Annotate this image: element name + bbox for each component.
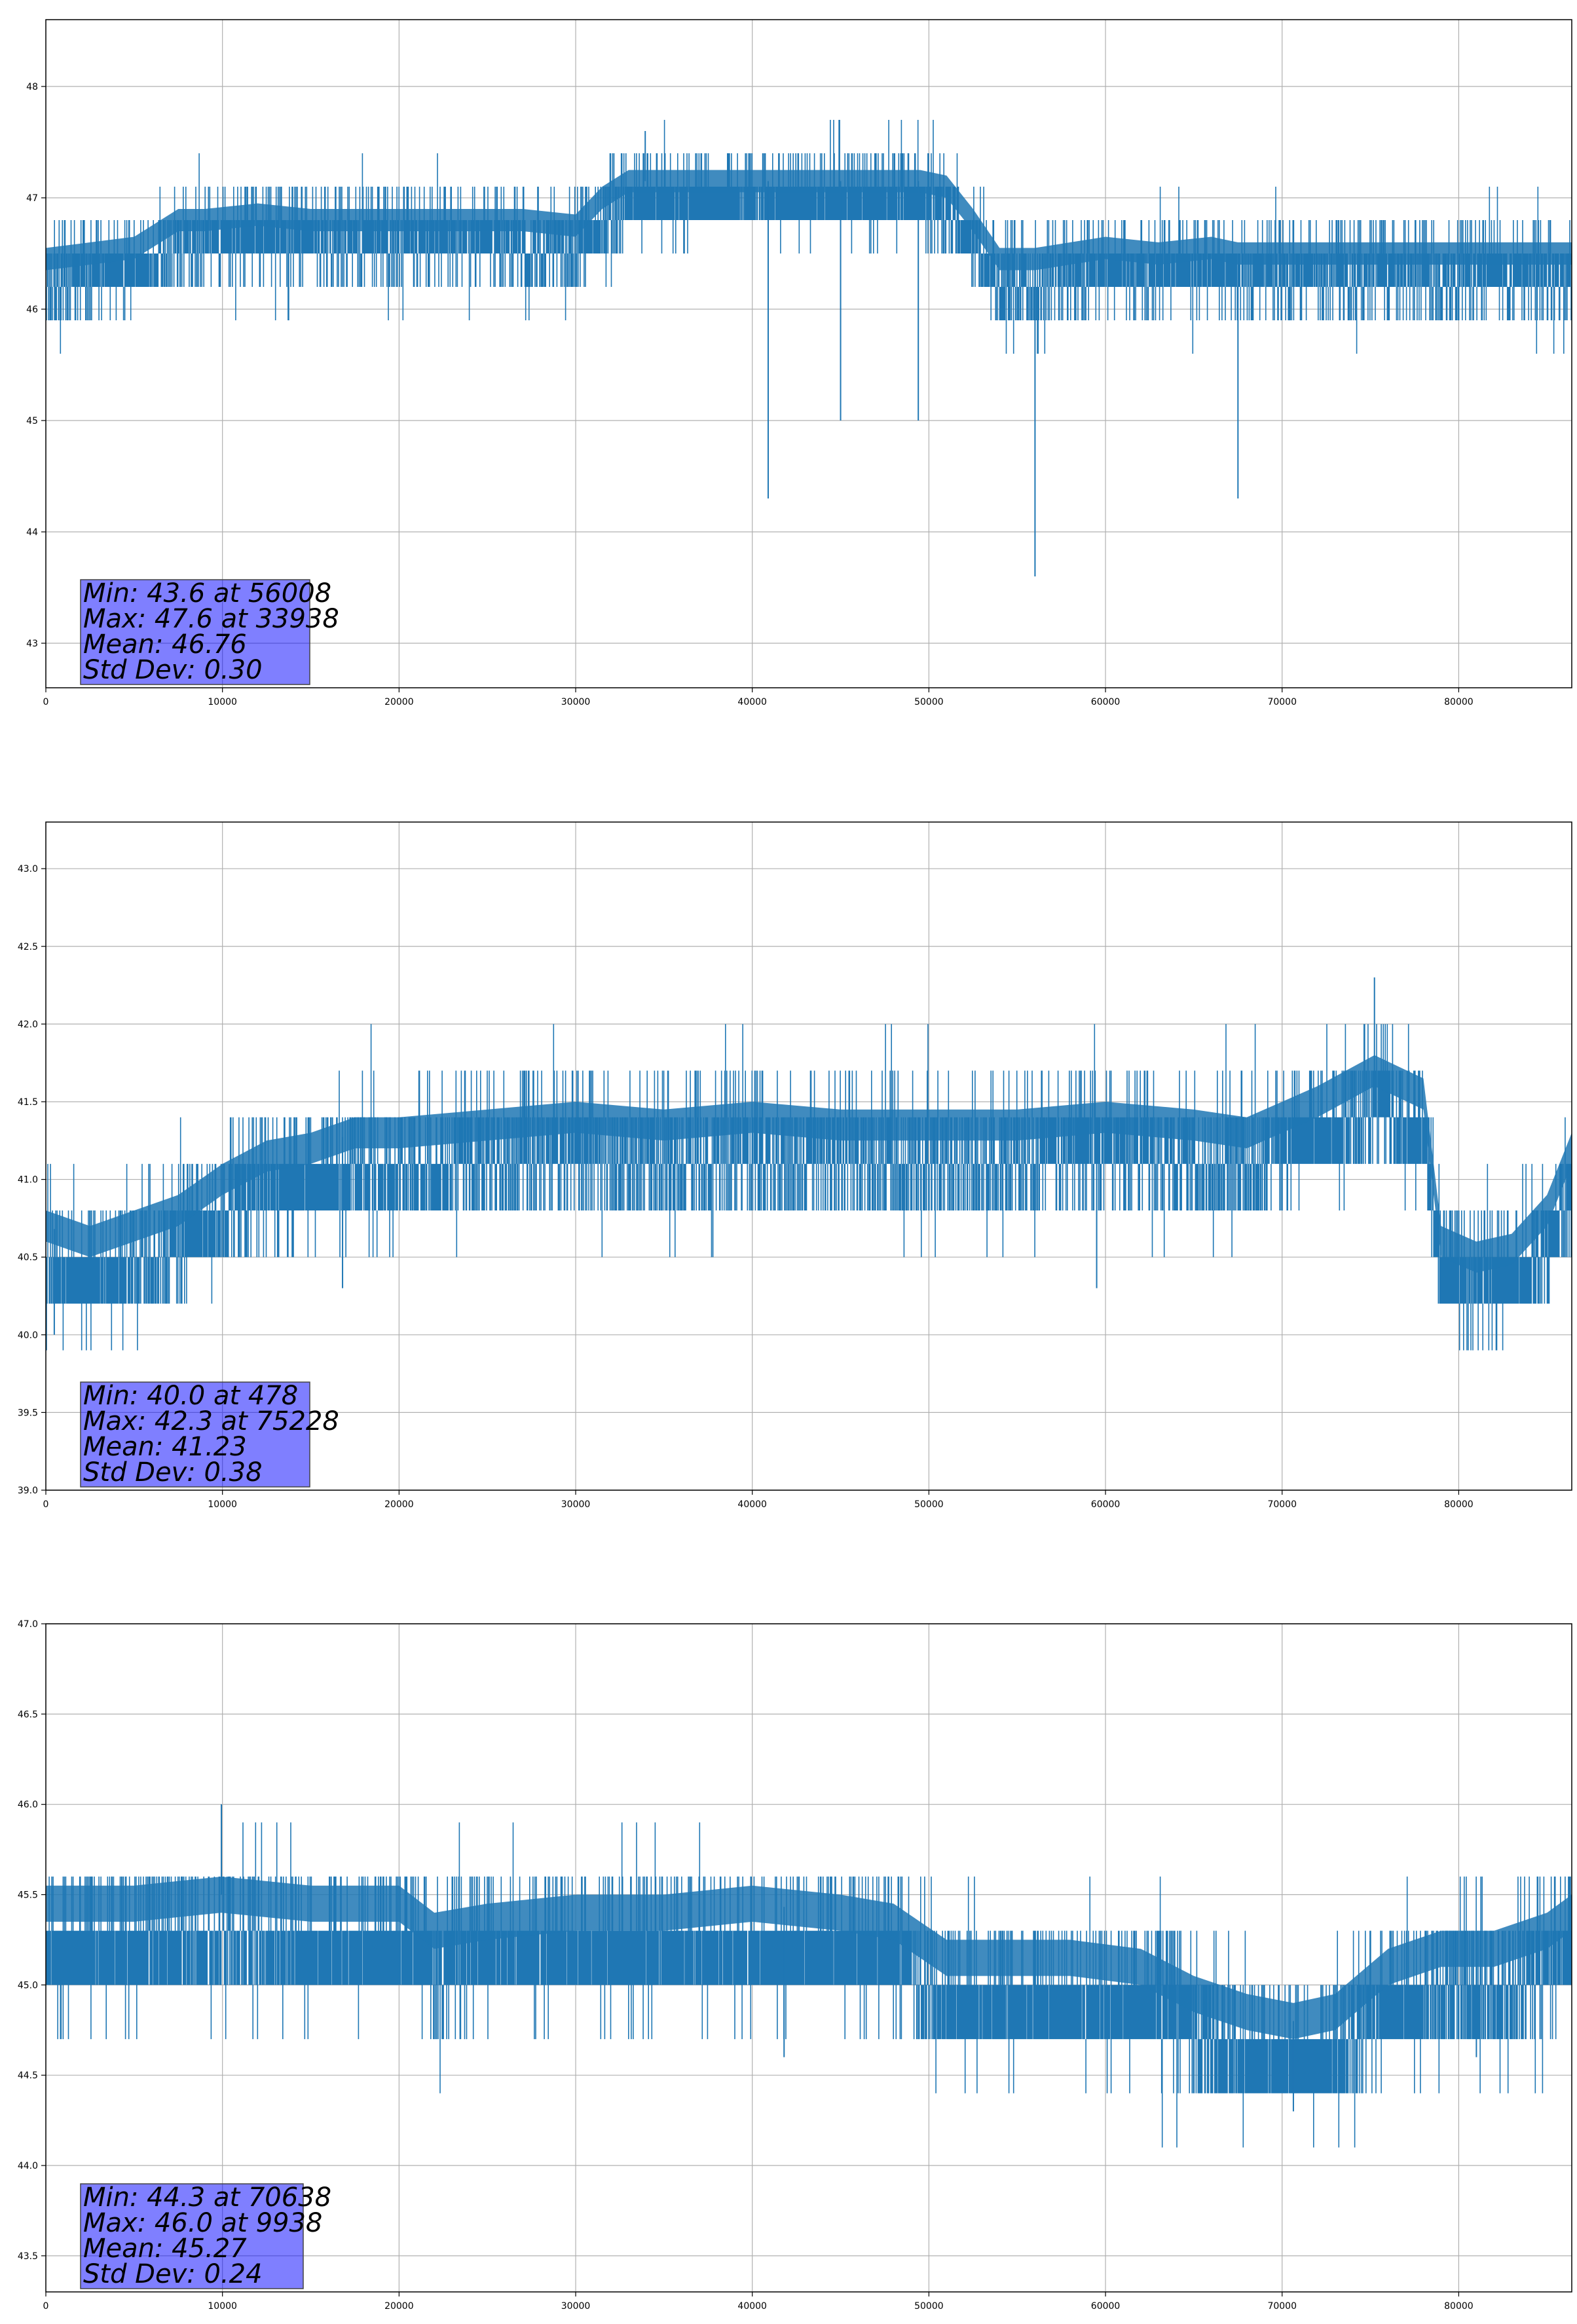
y-tick-label: 41.0 — [18, 1175, 38, 1186]
stats-line: Mean: 45.27 — [83, 2234, 247, 2264]
y-tick-label: 42.0 — [18, 1019, 38, 1030]
series-core — [46, 170, 1572, 271]
x-tick-label: 80000 — [1444, 2301, 1474, 2312]
x-tick-label: 70000 — [1267, 697, 1297, 707]
plot-frame — [45, 1623, 1572, 2293]
y-tick-label: 44.5 — [18, 2071, 38, 2081]
x-tick-label: 20000 — [384, 2301, 414, 2312]
stats-box — [80, 1381, 310, 1488]
stats-line: Mean: 46.76 — [83, 629, 247, 660]
x-tick-label: 50000 — [914, 1499, 944, 1510]
stats-line: Std Dev: 0.24 — [83, 2259, 263, 2289]
series-core — [46, 1876, 1572, 2040]
x-tick-label: 0 — [43, 697, 49, 707]
y-tick-label: 39.0 — [18, 1486, 38, 1496]
x-tick-label: 70000 — [1267, 1499, 1297, 1510]
stats-box — [80, 2183, 304, 2289]
series-band — [46, 1822, 1572, 2148]
x-tick-label: 40000 — [737, 697, 767, 707]
stats-line: Mean: 41.23 — [83, 1432, 247, 1462]
x-tick-label: 60000 — [1091, 697, 1121, 707]
y-tick-label: 44 — [26, 527, 38, 538]
y-tick-label: 43.0 — [18, 864, 38, 874]
y-tick-label: 45 — [26, 416, 38, 426]
x-tick-label: 0 — [43, 1499, 49, 1510]
stats-line: Std Dev: 0.30 — [83, 655, 263, 685]
stats-line: Min: 44.3 at 70638 — [83, 2183, 331, 2213]
x-tick-label: 50000 — [914, 2301, 944, 2312]
y-tick-label: 40.5 — [18, 1252, 38, 1263]
y-tick-label: 39.5 — [18, 1408, 38, 1418]
series-band — [46, 120, 1572, 354]
x-tick-label: 10000 — [208, 697, 237, 707]
x-tick-label: 30000 — [561, 1499, 591, 1510]
y-tick-label: 44.0 — [18, 2161, 38, 2171]
x-tick-label: 0 — [43, 2301, 49, 2312]
y-tick-label: 41.5 — [18, 1097, 38, 1108]
y-tick-label: 47 — [26, 193, 38, 204]
x-tick-label: 60000 — [1091, 2301, 1121, 2312]
chart-panel-kansas-city: 0 10000 20000 30000 40000 50000 60000 70000 8000… — [26, 19, 1572, 707]
chart-panel-boston: 0 10000 20000 30000 40000 50000 60000 70000 8000… — [18, 1619, 1572, 2312]
x-tick-label: 80000 — [1444, 1499, 1474, 1510]
y-tick-label: 47.0 — [18, 1619, 38, 1630]
y-tick-label: 45.0 — [18, 1980, 38, 1991]
stats-line: Std Dev: 0.38 — [83, 1457, 263, 1488]
series-core — [46, 1055, 1572, 1273]
series-line — [46, 120, 1572, 576]
y-tick-label: 42.5 — [18, 942, 38, 952]
x-tick-label: 50000 — [914, 697, 944, 707]
stats-line: Min: 43.6 at 56008 — [83, 578, 331, 609]
x-tick-label: 70000 — [1267, 2301, 1297, 2312]
series-line — [46, 1804, 1572, 2148]
x-tick-label: 10000 — [208, 1499, 237, 1510]
stats-box — [80, 579, 310, 685]
stats-line: Max: 46.0 at 9938 — [83, 2208, 322, 2238]
x-tick-label: 80000 — [1444, 697, 1474, 707]
x-tick-label: 30000 — [561, 697, 591, 707]
stats-line: Max: 42.3 at 75228 — [83, 1406, 339, 1436]
y-tick-label: 45.5 — [18, 1890, 38, 1901]
x-tick-label: 20000 — [384, 697, 414, 707]
y-tick-label: 40.0 — [18, 1330, 38, 1341]
y-tick-label: 46.0 — [18, 1800, 38, 1810]
y-tick-label: 46 — [26, 305, 38, 315]
y-tick-label: 43.5 — [18, 2251, 38, 2262]
x-tick-label: 10000 — [208, 2301, 237, 2312]
y-tick-label: 43 — [26, 639, 38, 649]
plot-frame — [45, 19, 1572, 688]
x-tick-label: 40000 — [737, 1499, 767, 1510]
y-tick-label: 46.5 — [18, 1710, 38, 1720]
x-tick-label: 40000 — [737, 2301, 767, 2312]
stats-line: Min: 40.0 at 478 — [83, 1381, 298, 1411]
x-tick-label: 30000 — [561, 2301, 591, 2312]
y-tick-label: 48 — [26, 82, 38, 92]
x-tick-label: 20000 — [384, 1499, 414, 1510]
plot-frame — [45, 821, 1572, 1491]
series-line — [46, 977, 1572, 1351]
x-tick-label: 60000 — [1091, 1499, 1121, 1510]
stats-line: Max: 47.6 at 33938 — [83, 604, 339, 634]
chart-panel-juneau: 0 10000 20000 30000 40000 50000 60000 70000 8000… — [18, 821, 1572, 1510]
